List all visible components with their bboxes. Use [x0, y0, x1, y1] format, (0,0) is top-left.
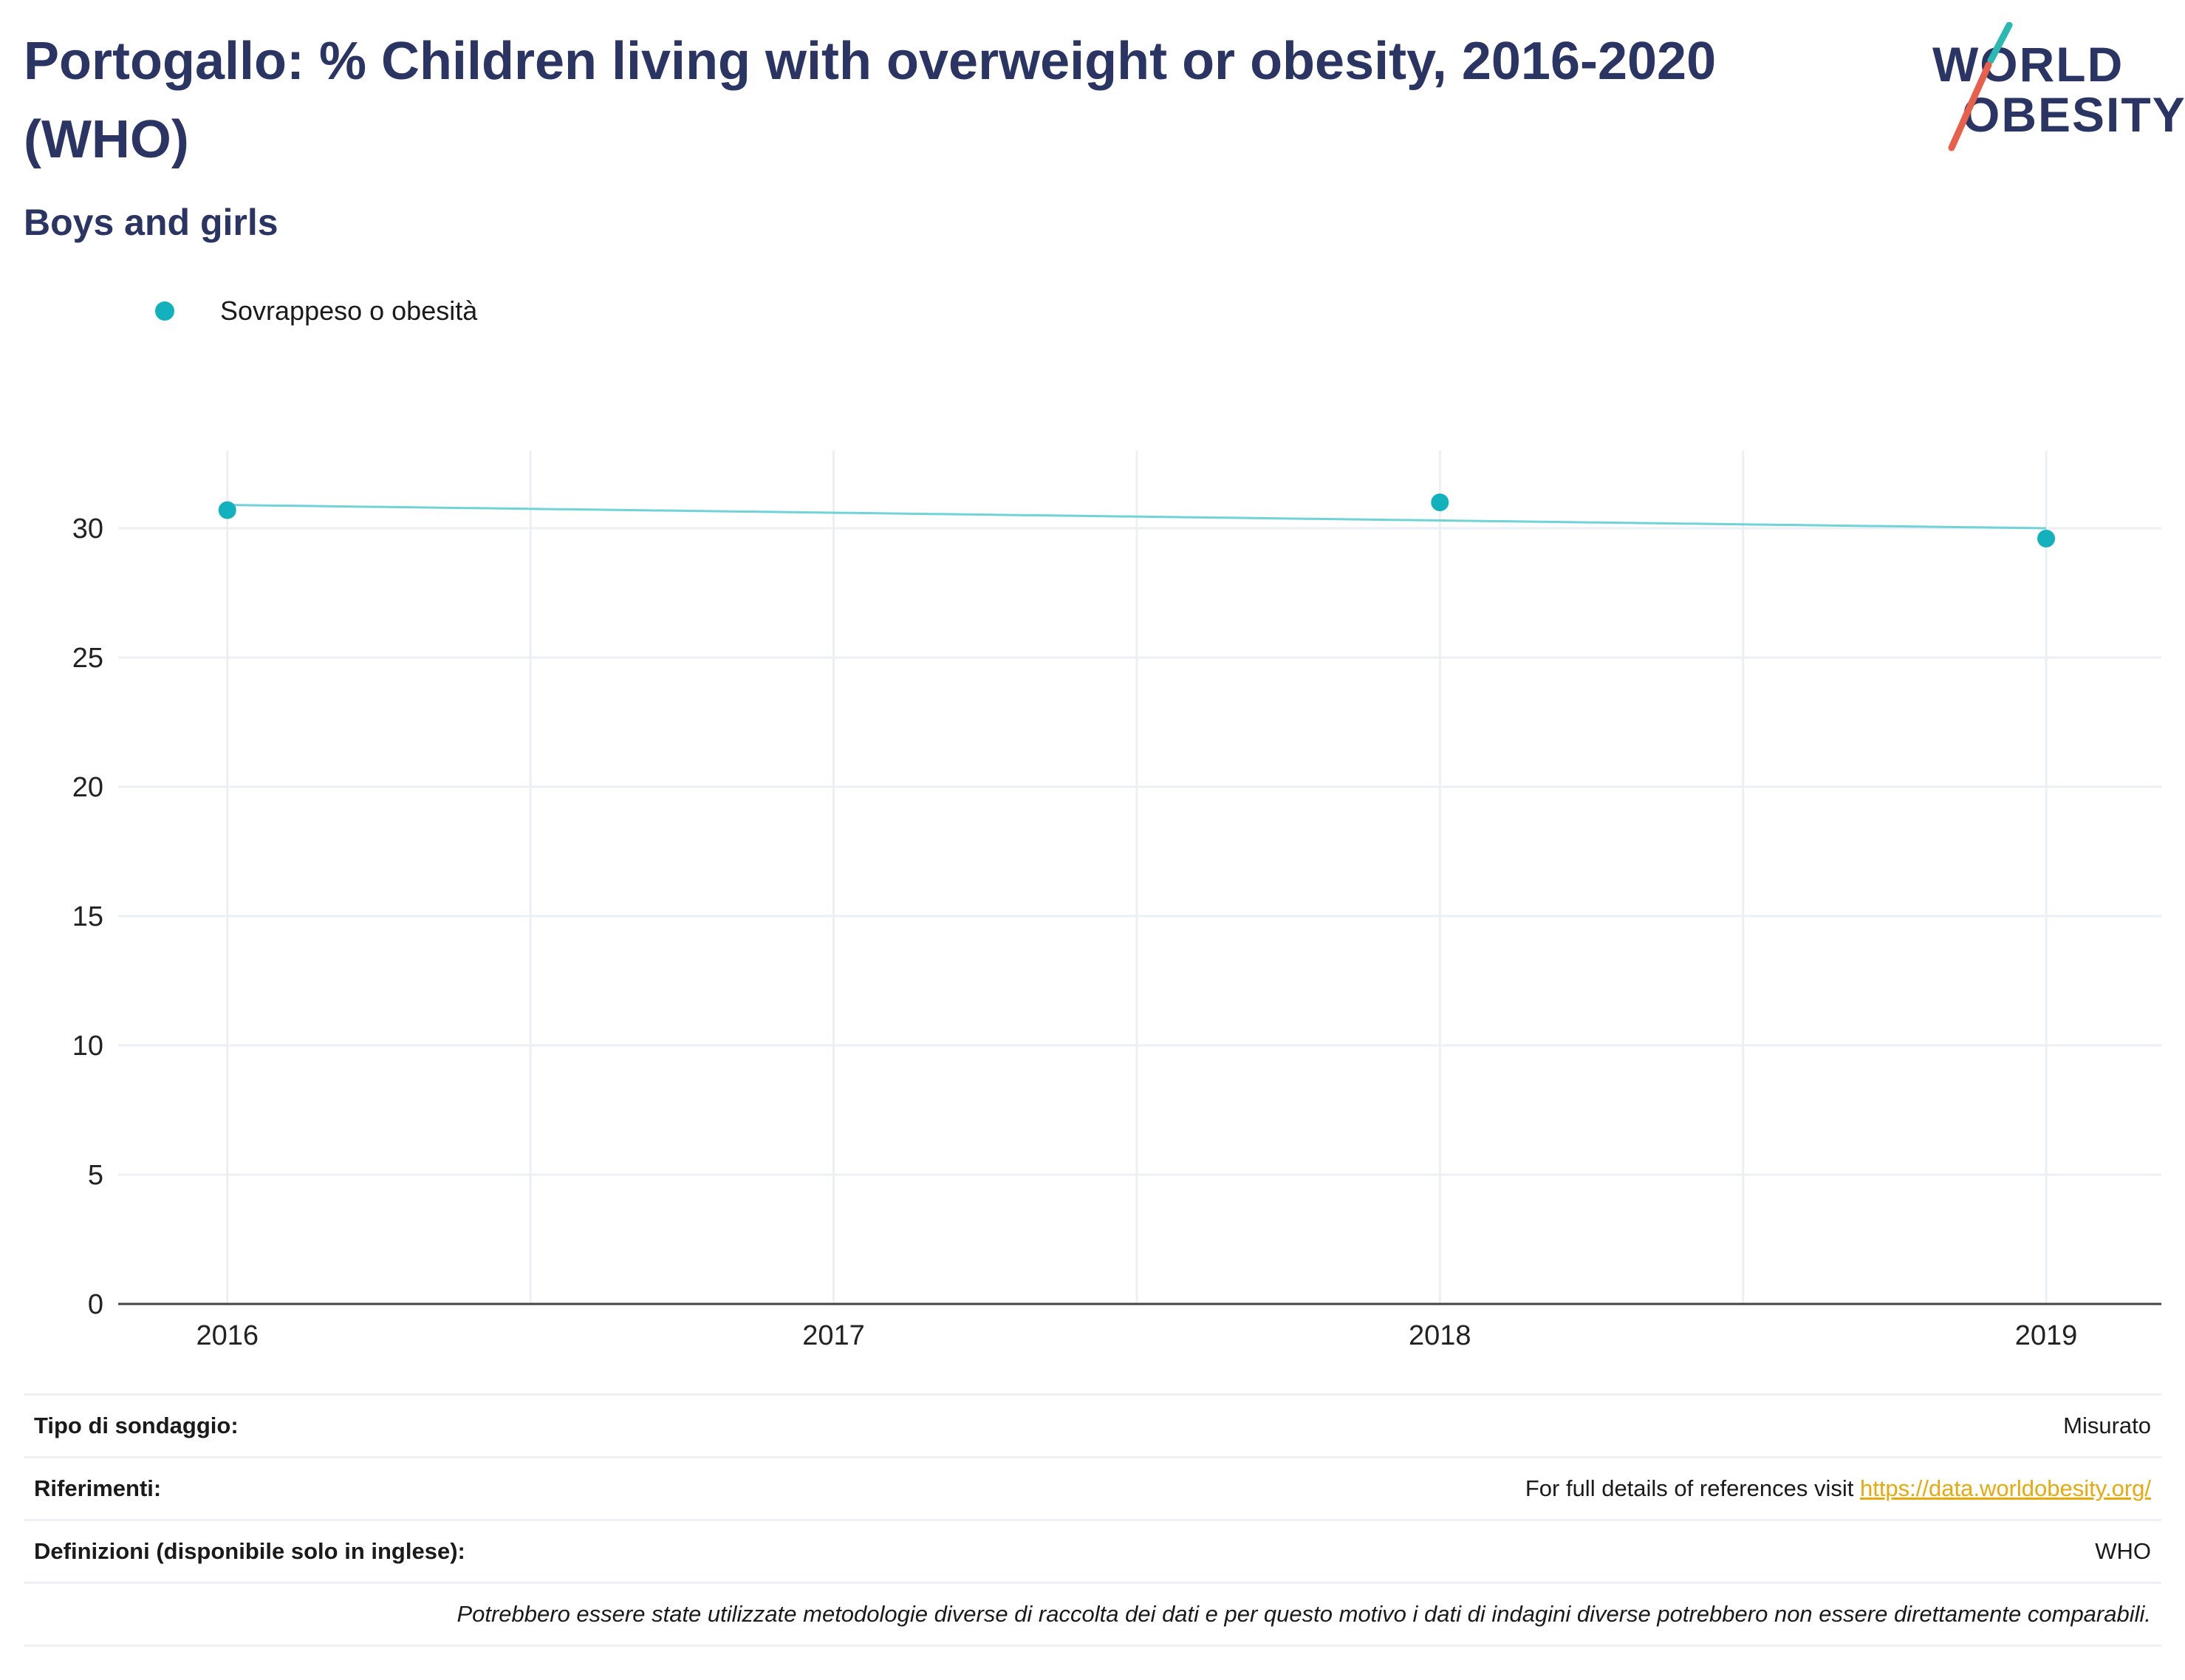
world-obesity-logo: WORLD OBESITY	[1921, 22, 2185, 155]
y-tick-label: 0	[88, 1289, 103, 1320]
data-point	[2037, 530, 2056, 547]
x-tick-label: 2019	[2015, 1320, 2078, 1351]
logo-word-1: WORLD	[1932, 37, 2124, 92]
x-tick-label: 2018	[1409, 1320, 1471, 1351]
chart-plot-area: 0 5 10 15 20 25 30 2016 2017 2018 2019	[72, 451, 2161, 1351]
references-value: For full details of references visit htt…	[903, 1458, 2161, 1520]
x-tick-label: 2016	[196, 1320, 259, 1351]
definitions-value: WHO	[2095, 1538, 2151, 1564]
y-tick-label: 20	[72, 772, 103, 803]
legend-marker	[155, 301, 174, 321]
data-point	[218, 501, 236, 519]
definitions-label: Definizioni (disponibile solo in inglese…	[34, 1538, 465, 1564]
legend: Sovrappeso o obesità	[155, 296, 477, 327]
references-text: For full details of references visit	[1525, 1475, 1860, 1501]
info-row-note: Potrebbero essere state utilizzate metod…	[24, 1582, 2161, 1646]
page-title: Portogallo: % Children living with overw…	[24, 32, 1717, 169]
info-table: Tipo di sondaggio: Misurato Riferimenti:…	[24, 1393, 2161, 1647]
logo-word-2: OBESITY	[1962, 87, 2185, 142]
methodology-note: Potrebbero essere state utilizzate metod…	[457, 1601, 2151, 1627]
trend-line	[227, 504, 2047, 530]
info-row-definitions: Definizioni (disponibile solo in inglese…	[24, 1520, 2161, 1583]
references-link[interactable]: https://data.worldobesity.org/	[1859, 1475, 2151, 1501]
survey-type-value: Misurato	[2063, 1413, 2151, 1438]
y-tick-label: 30	[72, 513, 103, 544]
y-tick-label: 10	[72, 1031, 103, 1062]
y-tick-label: 5	[88, 1160, 103, 1191]
info-row-survey-type: Tipo di sondaggio: Misurato	[24, 1394, 2161, 1458]
data-point	[1431, 494, 1449, 511]
references-label: Riferimenti:	[34, 1475, 162, 1501]
y-tick-label: 15	[72, 901, 103, 932]
chart-subtitle: Boys and girls	[24, 202, 278, 243]
legend-label: Sovrappeso o obesità	[220, 296, 478, 326]
survey-type-label: Tipo di sondaggio:	[34, 1413, 239, 1438]
x-tick-label: 2017	[802, 1320, 865, 1351]
info-row-references: Riferimenti: For full details of referen…	[24, 1457, 2161, 1520]
y-tick-label: 25	[72, 643, 103, 674]
logo-slash-icon	[1948, 22, 2013, 151]
